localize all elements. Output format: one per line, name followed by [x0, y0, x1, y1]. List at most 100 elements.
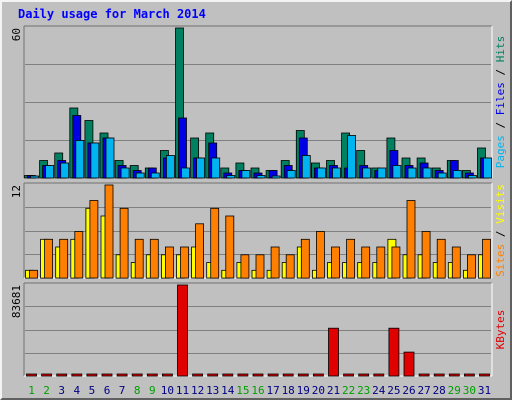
kbytes-bar-kbytes-day-13: [207, 373, 219, 377]
hits-files-pages-bar-pages-day-23: [362, 167, 372, 179]
day-label: 3: [58, 384, 65, 397]
day-label: 23: [357, 384, 370, 397]
kbytes-panel: [24, 283, 492, 376]
visits-sites-ymax-label: 12: [10, 185, 23, 198]
visits-sites-bar-sites-day-30: [466, 254, 476, 279]
hits-files-pages-bar-pages-day-29: [452, 170, 462, 179]
kbytes-bar-kbytes-day-18: [282, 373, 294, 377]
visits-sites-bar-sites-day-4: [74, 231, 84, 279]
day-label: 24: [372, 384, 386, 397]
visits-sites-bar-sites-day-1: [29, 269, 38, 279]
kbytes-bar-kbytes-day-3: [56, 373, 68, 377]
visits-sites-bar-sites-day-24: [376, 246, 386, 279]
hits-files-pages-bar-pages-day-17: [271, 175, 281, 179]
day-label: 14: [221, 384, 235, 397]
visits-sites-bar-sites-day-20: [315, 231, 325, 279]
kbytes-bar-kbytes-day-14: [222, 373, 234, 377]
hits-files-pages-bar-pages-day-6: [105, 137, 115, 179]
hits-files-pages-bar-pages-day-30: [467, 175, 477, 179]
kbytes-bar-kbytes-day-16: [252, 373, 264, 377]
hits-files-pages-bar-pages-day-4: [75, 140, 85, 179]
kbytes-axis-title: KBytes: [494, 310, 507, 350]
day-label: 28: [433, 384, 446, 397]
hits-files-pages-bar-pages-day-3: [60, 162, 70, 179]
kbytes-ymax-label: 83681: [10, 285, 23, 318]
day-label: 15: [236, 384, 249, 397]
day-label: 4: [73, 384, 80, 397]
visits-sites-bar-sites-day-15: [240, 254, 250, 279]
kbytes-bar-kbytes-day-25: [388, 327, 400, 377]
kbytes-bar-kbytes-day-28: [433, 373, 445, 377]
hits-files-pages-bar-pages-day-11: [181, 167, 190, 179]
visits-sites-bar-sites-day-26: [406, 200, 416, 279]
visits-sites-bar-sites-day-28: [436, 238, 446, 279]
visits-sites-bar-sites-day-5: [89, 200, 99, 279]
hits-files-pages-bar-pages-day-18: [286, 170, 296, 179]
kbytes-bar-kbytes-day-5: [86, 373, 98, 377]
day-label: 12: [191, 384, 204, 397]
visits-sites-bar-sites-day-19: [300, 238, 310, 279]
hits-files-pages-bar-pages-day-27: [422, 167, 432, 179]
kbytes-bar-kbytes-day-26: [403, 351, 415, 377]
hits-files-pages-bar-pages-day-13: [211, 157, 221, 179]
visits-sites-bar-sites-day-7: [119, 207, 129, 279]
hits-files-pages-bar-pages-day-22: [347, 135, 357, 179]
day-label: 11: [176, 384, 189, 397]
day-label: 7: [119, 384, 126, 397]
kbytes-bar-kbytes-day-11: [177, 284, 188, 377]
day-label: 22: [342, 384, 355, 397]
visits-sites-bar-sites-day-18: [285, 254, 295, 279]
kbytes-bar-kbytes-day-30: [463, 373, 475, 377]
day-label: 6: [104, 384, 111, 397]
hits-files-pages-ymax-label: 60: [10, 28, 23, 41]
visits-sites-axis-title: Sites / Visits: [494, 184, 507, 277]
day-label: 16: [251, 384, 264, 397]
hits-files-pages-bar-pages-day-25: [392, 165, 402, 179]
kbytes-bar-kbytes-day-27: [418, 373, 430, 377]
visits-sites-bar-sites-day-27: [421, 231, 431, 279]
day-label: 5: [89, 384, 96, 397]
day-label: 1: [28, 384, 35, 397]
day-label: 9: [149, 384, 156, 397]
visits-sites-axis-title-part: /: [494, 224, 507, 244]
hits-files-pages-bar-pages-day-16: [256, 175, 266, 179]
hits-files-pages-bar-pages-day-2: [45, 165, 54, 179]
hits-files-pages-bar-pages-day-19: [301, 155, 311, 179]
visits-sites-bar-sites-day-31: [482, 238, 491, 279]
kbytes-bar-kbytes-day-22: [343, 373, 355, 377]
day-label: 2: [43, 384, 50, 397]
visits-sites-bar-sites-day-22: [346, 238, 356, 279]
hits-files-pages-bar-pages-day-15: [241, 170, 251, 179]
day-label: 10: [161, 384, 174, 397]
visits-sites-axis-title-part: Sites: [494, 244, 507, 277]
visits-sites-bar-sites-day-10: [164, 246, 174, 279]
hits-files-pages-bar-pages-day-24: [377, 167, 387, 179]
visits-sites-bar-sites-day-16: [255, 254, 265, 279]
kbytes-bar-kbytes-day-23: [358, 373, 370, 377]
hits-files-pages-bar-pages-day-10: [165, 155, 175, 179]
visits-sites-bar-sites-day-2: [44, 238, 53, 279]
visits-sites-bar-sites-day-17: [270, 246, 280, 279]
day-label: 19: [297, 384, 310, 397]
kbytes-bar-kbytes-day-8: [131, 373, 143, 377]
day-label: 29: [448, 384, 461, 397]
day-label: 30: [463, 384, 476, 397]
kbytes-bar-kbytes-day-24: [373, 373, 385, 377]
day-label: 20: [312, 384, 325, 397]
visits-sites-bar-sites-day-11: [180, 246, 189, 279]
hits-files-pages-axis-title-part: Files: [494, 82, 507, 115]
day-label: 17: [266, 384, 279, 397]
kbytes-bar-kbytes-day-7: [116, 373, 128, 377]
hits-files-pages-bar-pages-day-12: [196, 157, 206, 179]
hits-files-pages-bar-pages-day-21: [332, 167, 341, 179]
kbytes-bar-kbytes-day-17: [267, 373, 279, 377]
hits-files-pages-bar-pages-day-7: [120, 167, 130, 179]
hits-files-pages-bar-pages-day-8: [135, 172, 145, 179]
hits-files-pages-axis-title: Pages / Files / Hits: [494, 36, 507, 169]
hits-files-pages-axis-title-part: Hits: [494, 36, 507, 63]
hits-files-pages-bar-pages-day-26: [407, 167, 417, 179]
kbytes-bar-kbytes-day-31: [479, 373, 490, 377]
kbytes-bar-kbytes-day-21: [328, 327, 339, 377]
